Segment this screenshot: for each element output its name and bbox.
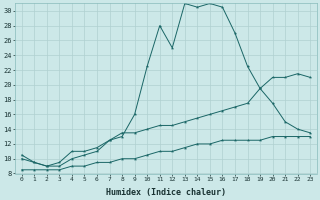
X-axis label: Humidex (Indice chaleur): Humidex (Indice chaleur) <box>106 188 226 197</box>
